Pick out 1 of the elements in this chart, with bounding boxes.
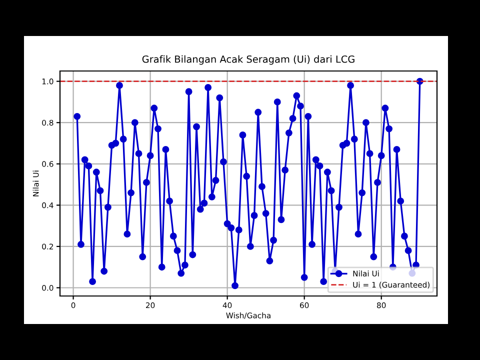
chart-title: Grafik Bilangan Acak Seragam (Ui) dari LCG: [142, 55, 354, 65]
